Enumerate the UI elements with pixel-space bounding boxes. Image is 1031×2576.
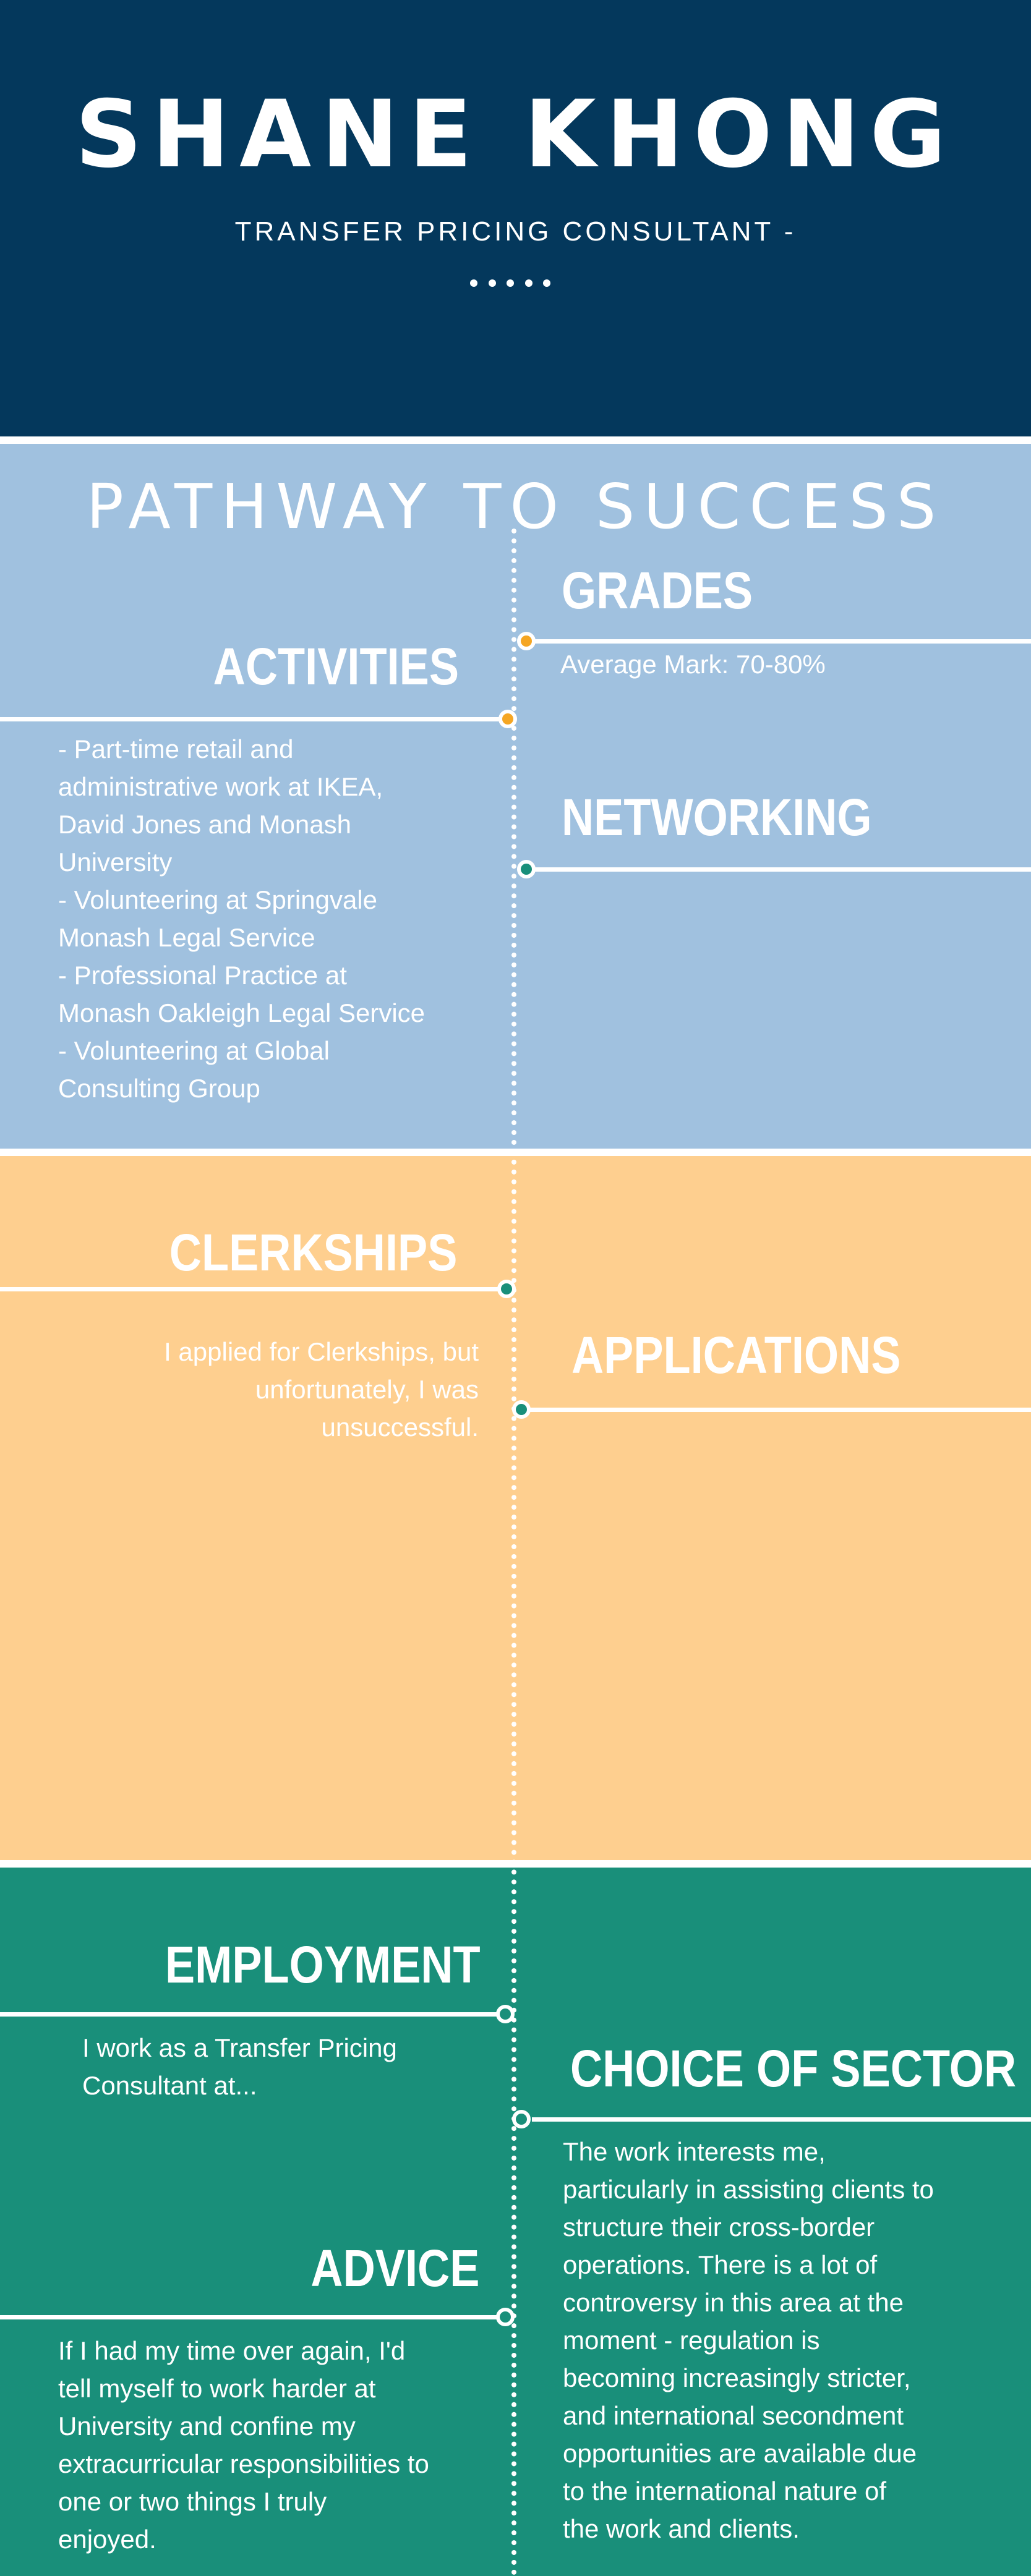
applications-connector — [524, 1408, 1031, 1412]
choice-of-sector-text: The work interests me, particularly in a… — [563, 2137, 934, 2543]
person-name: SHANE KHONG — [75, 81, 956, 189]
networking-heading: NETWORKING — [562, 788, 872, 846]
activities-heading: ACTIVITIES — [213, 637, 459, 695]
grades-heading: GRADES — [562, 561, 753, 619]
dots-divider-icon — [470, 277, 550, 289]
advice-connector — [0, 2315, 498, 2319]
activities-node-icon — [498, 710, 517, 728]
job-title: TRANSFER PRICING CONSULTANT - — [234, 216, 797, 247]
employment-text: I work as a Transfer Pricing Consultant … — [82, 2033, 397, 2100]
employment-heading: EMPLOYMENT — [165, 1936, 481, 1994]
choice-of-sector-heading: CHOICE OF SECTOR — [570, 2039, 1017, 2098]
clerkships-connector — [0, 1287, 506, 1291]
advice-heading: ADVICE — [310, 2239, 479, 2297]
grades-connector — [524, 639, 1031, 644]
grades-node-icon — [517, 632, 536, 650]
grades-text: Average Mark: 70-80% — [560, 650, 826, 679]
advice-node-icon — [496, 2308, 515, 2326]
activities-text: - Part-time retail and administrative wo… — [58, 734, 426, 1103]
applications-node-icon — [512, 1400, 531, 1419]
timeline-line — [511, 529, 516, 2576]
clerkships-heading: CLERKSHIPS — [169, 1223, 457, 1282]
networking-connector — [524, 867, 1031, 872]
clerkships-text: I applied for Clerkships, but unfortunat… — [164, 1337, 479, 1442]
advice-text: If I had my time over again, I'd tell my… — [58, 2336, 429, 2554]
networking-node-icon — [517, 860, 536, 878]
choice-of-sector-node-icon — [512, 2110, 531, 2128]
employment-connector — [0, 2012, 498, 2017]
activities-connector — [0, 717, 507, 721]
choice-of-sector-connector — [532, 2117, 1031, 2122]
header-banner: SHANE KHONG TRANSFER PRICING CONSULTANT … — [0, 0, 1031, 436]
clerkships-node-icon — [497, 1280, 516, 1298]
applications-heading: APPLICATIONS — [571, 1326, 901, 1384]
employment-node-icon — [496, 2005, 515, 2023]
section-title: PATHWAY TO SUCCESS — [86, 470, 945, 543]
